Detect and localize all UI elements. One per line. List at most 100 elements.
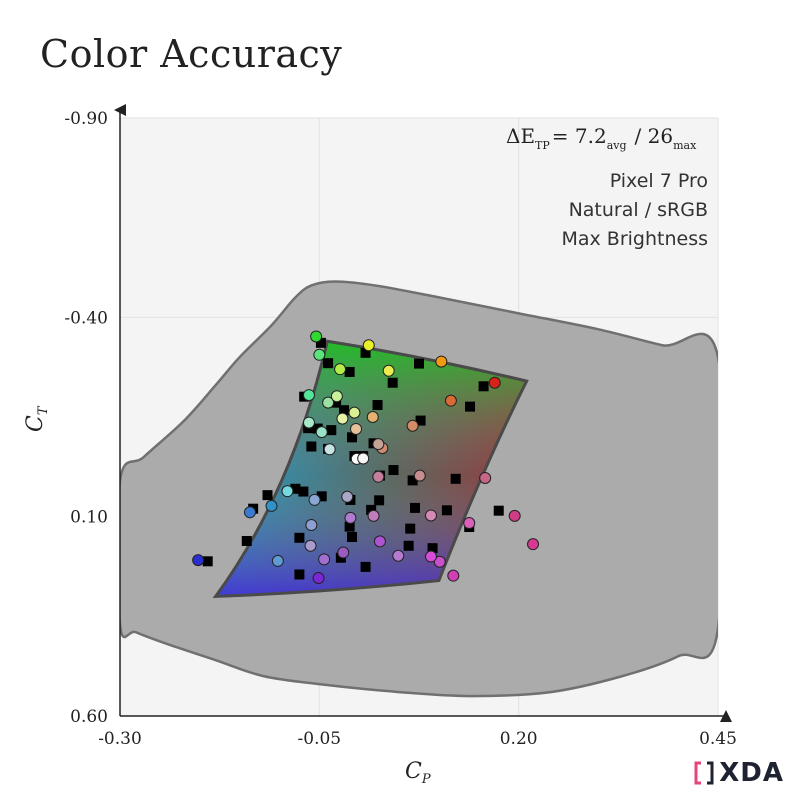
target-point [493,505,504,516]
target-point [403,540,414,551]
x-tick-label: -0.05 [298,729,342,749]
measured-point [527,538,540,551]
target-point [339,405,350,416]
y-tick-label: -0.40 [64,308,108,328]
target-point [372,400,383,411]
y-tick-label: 0.60 [70,707,108,727]
measured-point [265,499,278,512]
measured-point [392,549,405,562]
measured-point [479,471,492,484]
measured-point [281,485,294,498]
target-point [202,556,213,567]
measured-point [488,376,501,389]
target-point [316,491,327,502]
target-point [478,381,489,392]
measured-point [413,469,426,482]
target-point [262,490,273,501]
measured-point [444,394,457,407]
measured-point [341,490,354,503]
mode-label: Natural / sRGB [569,199,708,221]
measured-point [330,390,343,403]
target-point [441,505,452,516]
measured-point [322,396,335,409]
measured-point [304,539,317,552]
target-point [407,475,418,486]
measured-point [344,511,357,524]
measured-point [366,411,379,423]
measured-point [337,546,350,559]
measured-point [367,509,380,522]
measured-point [357,452,370,465]
measured-point [243,506,256,519]
measured-point [372,470,385,483]
target-point [374,495,385,506]
measured-point [302,416,315,429]
measured-point [447,569,460,582]
target-point [294,532,305,543]
measured-point [305,519,318,532]
measured-point [406,419,419,432]
x-axis-label: CP [405,759,431,787]
target-point [306,441,317,452]
device-label: Pixel 7 Pro [610,170,708,192]
logo-text: XDA [719,758,784,788]
target-point [414,358,424,369]
target-point [326,425,337,436]
target-point [405,523,416,534]
measured-points [192,330,540,585]
measured-point [372,438,385,451]
target-point [387,377,398,388]
measured-point [433,555,446,568]
xda-bracket-icon [694,761,714,785]
x-tick-label: 0.20 [500,729,538,749]
target-point [410,502,421,513]
measured-point [323,443,336,456]
target-point [315,337,326,348]
measured-point [362,339,375,352]
measured-point [313,348,326,361]
y-tick-label: -0.90 [64,109,108,129]
x-tick-label: -0.30 [98,729,142,749]
xda-logo: XDA [693,758,784,788]
brightness-label: Max Brightness [561,228,708,250]
measured-point [310,330,323,343]
target-point [331,397,342,408]
measured-point [308,493,321,506]
measured-point [315,426,328,439]
x-tick-label: 0.45 [699,729,737,749]
measured-point [373,535,386,548]
target-point [290,483,301,494]
target-point [323,358,334,369]
page-title: Color Accuracy [40,32,343,76]
measured-point [271,554,284,567]
measured-point [192,554,205,567]
y-tick-label: 0.10 [70,508,108,528]
measured-point [312,572,325,585]
delta-e-metric: ΔETP = 7.2avg/ 26max [506,124,697,152]
y-axis-label: CT [23,405,51,432]
measured-point [348,406,361,419]
target-point [450,473,461,484]
measured-point [336,412,349,425]
measured-point [318,553,331,566]
measured-point [508,509,521,522]
measured-point [302,389,315,402]
target-point [294,569,305,580]
target-gamut-outline [212,339,529,599]
target-point [347,432,358,443]
target-point [347,531,358,542]
measured-point [424,509,437,522]
target-point [465,401,476,412]
measured-point [463,517,476,530]
measured-point [382,364,395,377]
measured-point [350,422,363,435]
target-point [344,366,355,377]
target-point [427,543,438,554]
target-point [388,465,399,476]
target-point [241,535,252,546]
target-point [415,415,426,426]
measured-point [435,355,448,368]
target-point [344,521,355,532]
target-point [360,561,371,572]
